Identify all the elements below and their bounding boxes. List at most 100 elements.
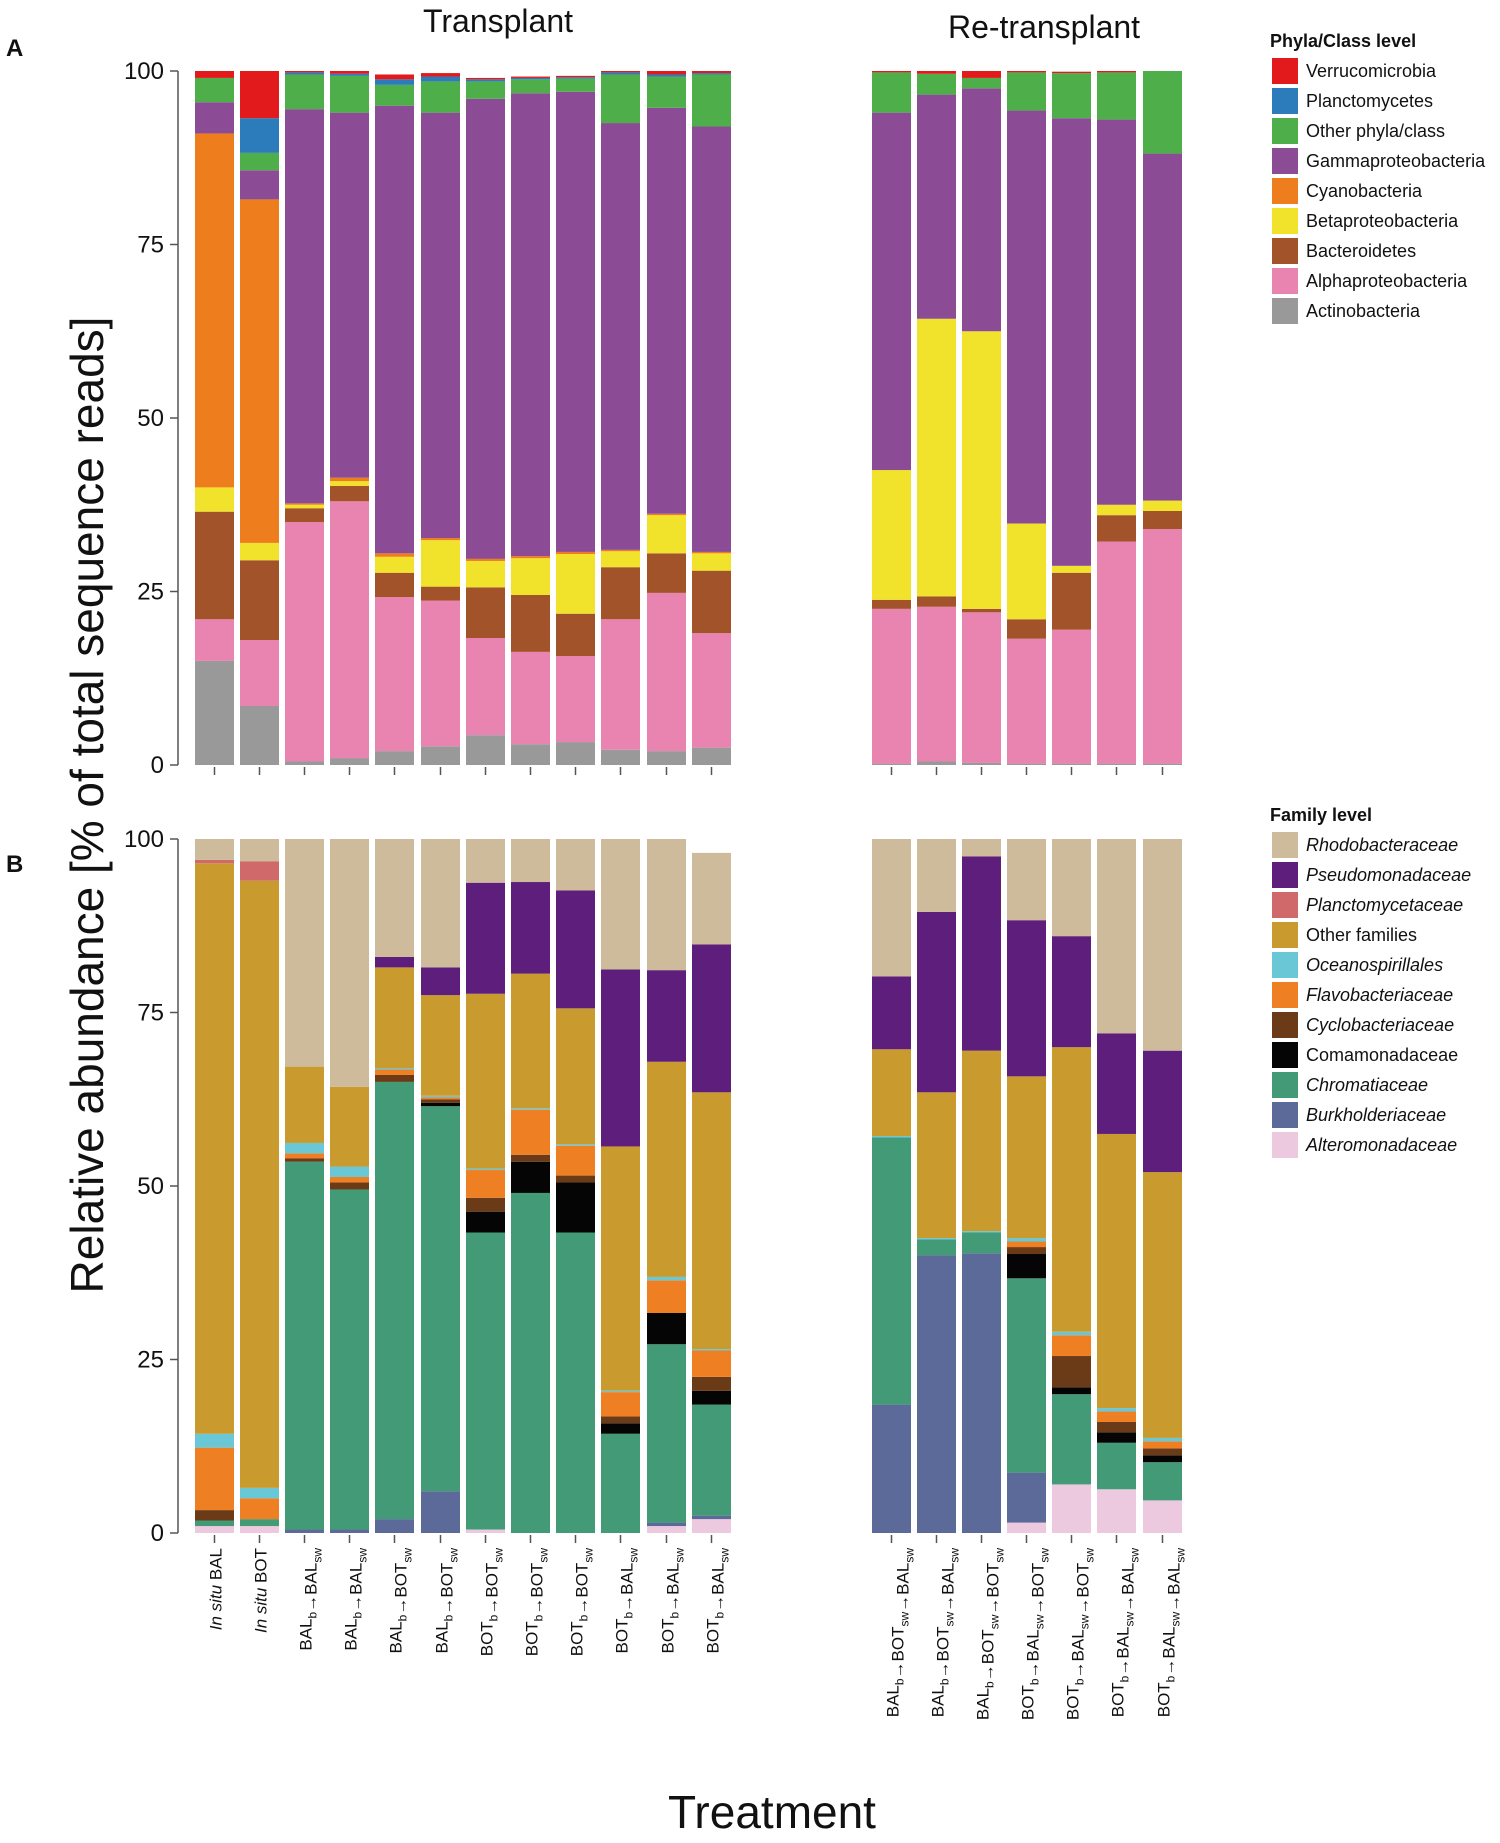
legend-item: Betaproteobacteria — [1272, 208, 1459, 234]
bar-segment: Betaproteobacteria: 2.3 — [375, 556, 414, 573]
bar-segment: Planctomycetes: 0.3 — [466, 79, 505, 82]
legend-item: Comamonadaceae — [1272, 1042, 1458, 1068]
bar-segment: Actinobacteria: 3.3 — [556, 742, 595, 765]
bar-segment: Pseudomonadaceae: 17 — [556, 890, 595, 1009]
bar-segment: Alteromonadaceae: 1 — [647, 1526, 686, 1533]
bar-segment: Verrucomicrobia: 0.2 — [1052, 71, 1091, 74]
bar-segment: Flavobacteriaceae: 4.7 — [647, 1280, 686, 1314]
bar-segment: Pseudomonadaceae: 16 — [466, 882, 505, 994]
bar-segment: Other phyla/class: 7.5 — [692, 74, 731, 127]
bar-segment: Alphaproteobacteria: 21 — [421, 600, 460, 747]
bar-segment: Cyclobacteriaceae: 1 — [601, 1416, 640, 1424]
bar-segment: Gammaproteobacteria: 35 — [962, 88, 1001, 332]
bar-stack: Burkholderiaceae: 40Chromatiaceae: 2.3Oc… — [917, 839, 956, 1533]
bar-segment: Gammaproteobacteria: 61.3 — [421, 112, 460, 539]
bar-segment: Gammaproteobacteria: 32.3 — [917, 94, 956, 319]
bar-segment: Bacteroidetes: 8.2 — [1052, 572, 1091, 630]
bar-segment: Bacteroidetes: 1.5 — [917, 596, 956, 607]
bar-stack: Alteromonadaceae: 1Burkholderiaceae: 0.5… — [647, 839, 686, 1533]
bar-segment: Cyanobacteria: 0.5 — [330, 477, 369, 482]
legend-item: Alteromonadaceae — [1272, 1132, 1457, 1158]
bar-segment: Alteromonadaceae: 7 — [1052, 1484, 1091, 1533]
bar-segment: Other phyla/class: 3.5 — [195, 77, 234, 103]
legend-phyla-title: Phyla/Class level — [1270, 31, 1416, 51]
bar-segment: Chromatiaceae: 25.7 — [647, 1344, 686, 1523]
legend-swatch — [1272, 922, 1298, 948]
legend-swatch — [1272, 1042, 1298, 1068]
bar-segment: Gammaproteobacteria: 55.5 — [1097, 119, 1136, 505]
bar-segment: Verrucomicrobia: 0.2 — [511, 76, 550, 78]
bar-segment: Oceanospirillales: 0.5 — [1097, 1408, 1136, 1412]
y-tick-label: 75 — [137, 232, 164, 259]
bar-segment: Verrucomicrobia: 1 — [195, 71, 234, 78]
bar-segment: Other phyla/class: 2.5 — [240, 152, 279, 171]
bar-segment: Gammaproteobacteria: 66.3 — [466, 98, 505, 559]
legend-label: Burkholderiaceae — [1306, 1105, 1446, 1125]
bar-segment: Rhodobacteraceae: 11.7 — [1007, 839, 1046, 921]
x-category-label: BOTb→BOTsw — [523, 1548, 551, 1657]
bar-stack: Actinobacteria: 0.5Alphaproteobacteria: … — [285, 71, 324, 765]
y-tick-label: 100 — [124, 58, 164, 85]
bar-segment: Chromatiaceae: 0.8 — [195, 1520, 234, 1527]
bar-segment: Planctomycetes: 5 — [240, 118, 279, 153]
legend-swatch — [1272, 1132, 1298, 1158]
bar-segment: Comamonadaceae: 3 — [466, 1211, 505, 1233]
x-category-labels: In situ BAL In situ BOT BALb→BALsw BALb→BAL… — [207, 1548, 1188, 1720]
legend-item: Bacteroidetes — [1272, 238, 1416, 264]
bar-segment: Pseudomonadaceae: 14.5 — [1097, 1033, 1136, 1134]
bar-segment: Other phyla/class: 7 — [601, 74, 640, 124]
bar-segment: Chromatiaceae: 13 — [1052, 1394, 1091, 1485]
bar-segment: Bacteroidetes: 9 — [692, 570, 731, 634]
bar-segment: Actinobacteria: 2.5 — [692, 747, 731, 765]
bar-segment: Planctomycetes: 0.3 — [285, 72, 324, 75]
bar-segment: Other families: 31 — [647, 1061, 686, 1277]
bar-segment: Alteromonadaceae: 1 — [240, 1526, 279, 1533]
legend-item: Planctomycetaceae — [1272, 892, 1463, 918]
legend-swatch — [1272, 118, 1298, 144]
bar-segment: Rhodobacteraceae: 32.8 — [285, 839, 324, 1067]
bar-segment: Planctomycetes: 0.2 — [692, 73, 731, 75]
bar-segment: Other families: 38.3 — [1143, 1172, 1182, 1438]
legend-item: Alphaproteobacteria — [1272, 268, 1468, 294]
bar-segment: Other families: 23.3 — [1007, 1076, 1046, 1239]
bar-segment: Gammaproteobacteria: 64.5 — [1052, 118, 1091, 566]
legend-swatch — [1272, 268, 1298, 294]
bar-segment: Comamonadaceae: 1.5 — [601, 1423, 640, 1434]
bar-segment: Pseudomonadaceae: 4 — [421, 967, 460, 996]
legend-label: Oceanospirillales — [1306, 955, 1443, 975]
bar-segment: Cyclobacteriaceae: 1.5 — [1097, 1421, 1136, 1433]
bar-segment: Alteromonadaceae: 0.5 — [466, 1529, 505, 1533]
legend-label: Alphaproteobacteria — [1306, 271, 1468, 291]
y-axis-label: Relative abundance [% of total sequence … — [61, 317, 113, 1294]
bar-segment: Bacteroidetes: 2 — [285, 508, 324, 523]
bar-segment: Betaproteobacteria: 8.6 — [556, 554, 595, 614]
bar-segment: Cyclobacteriaceae: 1 — [330, 1182, 369, 1190]
bar-segment: Bacteroidetes: 7.3 — [466, 587, 505, 638]
panel-a-letter: A — [6, 35, 23, 62]
bar-segment: Other families: 41 — [1052, 1047, 1091, 1332]
legend-item: Burkholderiaceae — [1272, 1102, 1446, 1128]
bar-segment: Planctomycetaceae: 0.5 — [195, 859, 234, 864]
bar-segment: Flavobacteriaceae: 3 — [1052, 1335, 1091, 1357]
bar-segment: Cyanobacteria: 0.3 — [511, 556, 550, 559]
legend-label: Chromatiaceae — [1306, 1075, 1428, 1095]
bar-segment: Actinobacteria: 4.3 — [466, 735, 505, 765]
bar-segment: Pseudomonadaceae: 26 — [917, 911, 956, 1093]
bar-segment: Rhodobacteraceae: 13.2 — [692, 852, 731, 945]
bar-segment: Other families: 82.2 — [195, 863, 234, 1434]
bar-segment: Chromatiaceae: 55.5 — [421, 1106, 460, 1492]
bar-segment: Oceanospirillales: 0.2 — [375, 1068, 414, 1070]
bar-segment: Chromatiaceae: 6.7 — [1097, 1442, 1136, 1490]
bar-segment: Alphaproteobacteria: 18 — [1007, 638, 1046, 764]
bar-segment: Burkholderiaceae: 6 — [421, 1491, 460, 1533]
bar-segment: Gammaproteobacteria: 66.7 — [511, 93, 550, 557]
bar-segment: Verrucomicrobia: 0.2 — [556, 75, 595, 78]
bar-segment: Flavobacteriaceae: 1.5 — [1097, 1411, 1136, 1422]
bar-segment: Oceanospirillales: 0.2 — [466, 1168, 505, 1171]
bar-stack: Actinobacteria: 0.2Alphaproteobacteria: … — [1052, 71, 1091, 765]
bar-segment: Other phyla/class: 5 — [285, 74, 324, 110]
bar-segment: Chromatiaceae: 14.3 — [601, 1433, 640, 1533]
bar-segment: Other phyla/class: 12 — [1143, 71, 1182, 154]
x-category-label: BOTb→BALsw→BOTsw — [1064, 1548, 1097, 1720]
bar-segment: Betaproteobacteria: 13.8 — [1007, 523, 1046, 620]
